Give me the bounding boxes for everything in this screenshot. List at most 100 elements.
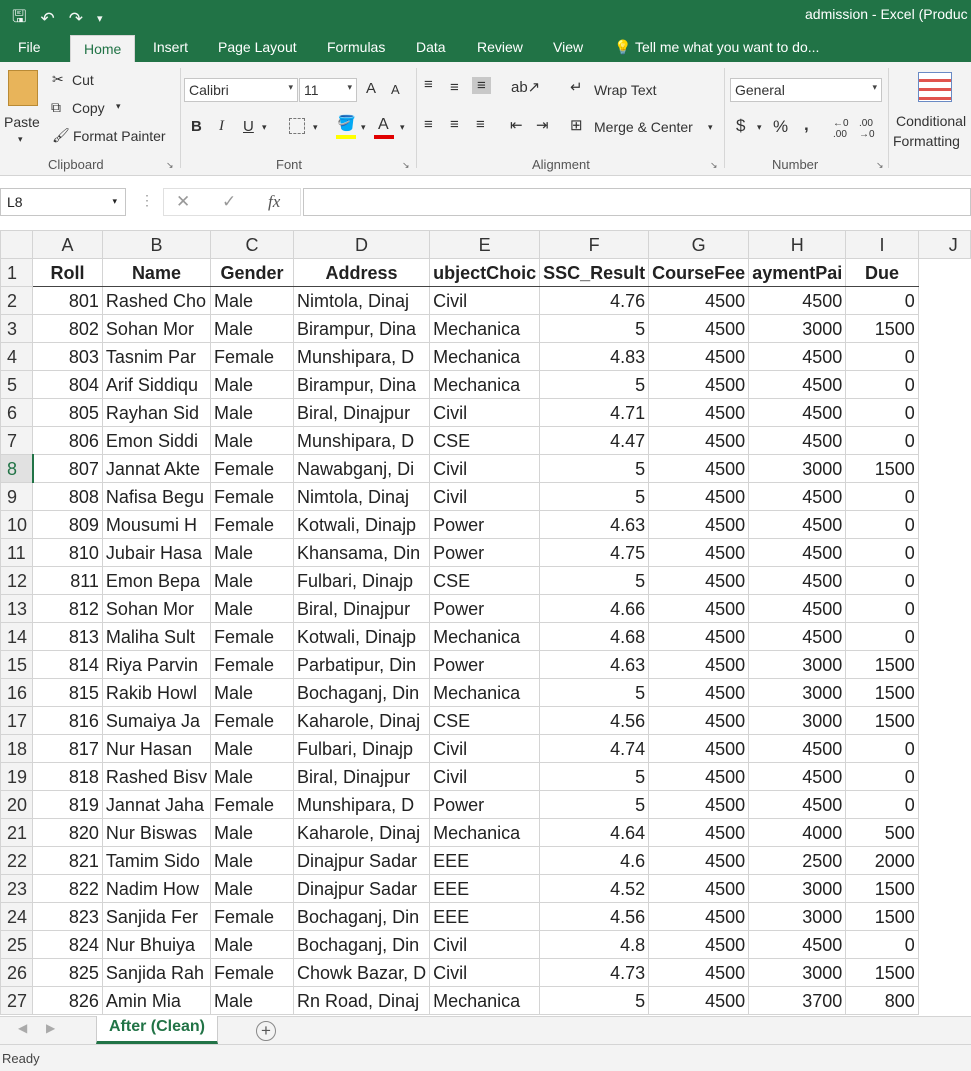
cell[interactable]: Maliha Sult <box>101 622 211 651</box>
font-launcher-icon[interactable]: ↘ <box>402 160 410 170</box>
row-header[interactable]: 10 <box>0 510 34 539</box>
cell[interactable]: Nimtola, Dinaj <box>293 286 431 315</box>
cell[interactable]: 0 <box>845 286 919 315</box>
cell[interactable]: Female <box>209 650 295 679</box>
row-header[interactable]: 3 <box>0 314 34 343</box>
empty-cell[interactable] <box>917 538 971 567</box>
header-cell[interactable]: Name <box>101 258 211 287</box>
cell[interactable]: 4500 <box>648 902 750 931</box>
cell[interactable]: Birampur, Dina <box>293 314 431 343</box>
cell[interactable]: 4500 <box>648 538 750 567</box>
cell[interactable]: 4500 <box>748 426 847 455</box>
cell[interactable]: 2500 <box>748 846 847 875</box>
cell[interactable]: 0 <box>845 538 919 567</box>
empty-cell[interactable] <box>917 314 971 343</box>
cell[interactable]: 3000 <box>748 958 847 987</box>
row-header[interactable]: 25 <box>0 930 34 959</box>
tab-view[interactable]: View <box>553 39 584 55</box>
comma-button[interactable]: , <box>804 115 809 134</box>
tab-home[interactable]: Home <box>70 35 136 63</box>
cell[interactable]: 0 <box>845 342 919 371</box>
borders-icon[interactable] <box>289 118 305 134</box>
cell[interactable]: 3000 <box>748 902 847 931</box>
cell[interactable]: Mousumi H <box>101 510 211 539</box>
row-header[interactable]: 8 <box>0 454 34 483</box>
cell[interactable]: 4500 <box>748 398 847 427</box>
row-header[interactable]: 2 <box>0 286 34 315</box>
align-middle-icon[interactable]: ≡ <box>450 79 459 96</box>
header-cell[interactable]: CourseFee <box>648 258 750 287</box>
cell[interactable]: Civil <box>429 762 541 791</box>
scroll-tabs-left-icon[interactable]: ◀ <box>18 1021 28 1035</box>
cell[interactable]: Civil <box>429 734 541 763</box>
column-header[interactable]: J <box>917 230 971 259</box>
cell[interactable]: Mechanica <box>429 678 541 707</box>
empty-cell[interactable] <box>917 846 971 875</box>
empty-cell[interactable] <box>917 706 971 735</box>
row-header[interactable]: 21 <box>0 818 34 847</box>
cell[interactable]: Fulbari, Dinajp <box>293 566 431 595</box>
paste-icon[interactable] <box>8 70 38 106</box>
cell[interactable]: 809 <box>32 510 103 539</box>
empty-cell[interactable] <box>918 259 970 287</box>
increase-decimal-icon[interactable]: ←0.00 <box>833 118 849 140</box>
cell[interactable]: 4.76 <box>539 286 650 315</box>
cell[interactable]: CSE <box>429 566 541 595</box>
header-cell[interactable]: Due <box>845 258 919 287</box>
empty-cell[interactable] <box>917 902 971 931</box>
row-header[interactable]: 12 <box>0 566 34 595</box>
column-header[interactable]: H <box>748 230 847 259</box>
cell[interactable]: CSE <box>429 706 541 735</box>
empty-cell[interactable] <box>917 286 971 315</box>
empty-cell[interactable] <box>917 958 971 987</box>
cell[interactable]: 4.56 <box>539 706 650 735</box>
row-header[interactable]: 26 <box>0 958 34 987</box>
empty-cell[interactable] <box>917 510 971 539</box>
clipboard-launcher-icon[interactable]: ↘ <box>166 160 174 170</box>
row-header[interactable]: 15 <box>0 650 34 679</box>
cell[interactable]: Male <box>209 986 295 1015</box>
cell[interactable]: 4.6 <box>539 846 650 875</box>
cell[interactable]: Female <box>209 790 295 819</box>
cell[interactable]: 5 <box>539 790 650 819</box>
name-box[interactable]: L8 ▾ <box>0 188 126 216</box>
cell[interactable]: 5 <box>539 566 650 595</box>
row-header[interactable]: 23 <box>0 874 34 903</box>
tab-insert[interactable]: Insert <box>153 39 189 55</box>
cell[interactable]: 4500 <box>648 874 750 903</box>
cell[interactable]: Female <box>209 958 295 987</box>
cell[interactable]: Nur Biswas <box>101 818 211 847</box>
tab-data[interactable]: Data <box>416 39 446 55</box>
row-header[interactable]: 6 <box>0 398 34 427</box>
empty-cell[interactable] <box>917 370 971 399</box>
cell[interactable]: 4.63 <box>539 510 650 539</box>
cell[interactable]: Power <box>429 650 541 679</box>
cell[interactable]: Male <box>209 538 295 567</box>
cell[interactable]: 4500 <box>648 566 750 595</box>
row-header[interactable]: 14 <box>0 622 34 651</box>
empty-cell[interactable] <box>917 426 971 455</box>
header-cell[interactable]: Roll <box>32 258 103 287</box>
cell[interactable]: Jannat Jaha <box>101 790 211 819</box>
cell[interactable]: 0 <box>845 566 919 595</box>
empty-cell[interactable] <box>917 566 971 595</box>
cell[interactable]: 4500 <box>748 510 847 539</box>
empty-cell[interactable] <box>917 398 971 427</box>
cell[interactable]: 823 <box>32 902 103 931</box>
cell[interactable]: 4500 <box>748 538 847 567</box>
cell[interactable]: 5 <box>539 314 650 343</box>
paste-button[interactable]: Paste <box>4 114 40 130</box>
row-header[interactable]: 1 <box>0 258 34 287</box>
cell[interactable]: 4.66 <box>539 594 650 623</box>
cell[interactable]: 0 <box>845 426 919 455</box>
row-header[interactable]: 17 <box>0 706 34 735</box>
cell[interactable]: 4500 <box>648 314 750 343</box>
tab-review[interactable]: Review <box>477 39 523 55</box>
copy-dropdown-icon[interactable]: ▾ <box>116 101 121 111</box>
cell[interactable]: Kaharole, Dinaj <box>293 818 431 847</box>
cell[interactable]: Munshipara, D <box>293 342 431 371</box>
cell[interactable]: 1500 <box>845 902 919 931</box>
cell[interactable]: 801 <box>32 286 103 315</box>
merge-dropdown-icon[interactable]: ▾ <box>708 122 713 132</box>
cell[interactable]: Civil <box>429 958 541 987</box>
